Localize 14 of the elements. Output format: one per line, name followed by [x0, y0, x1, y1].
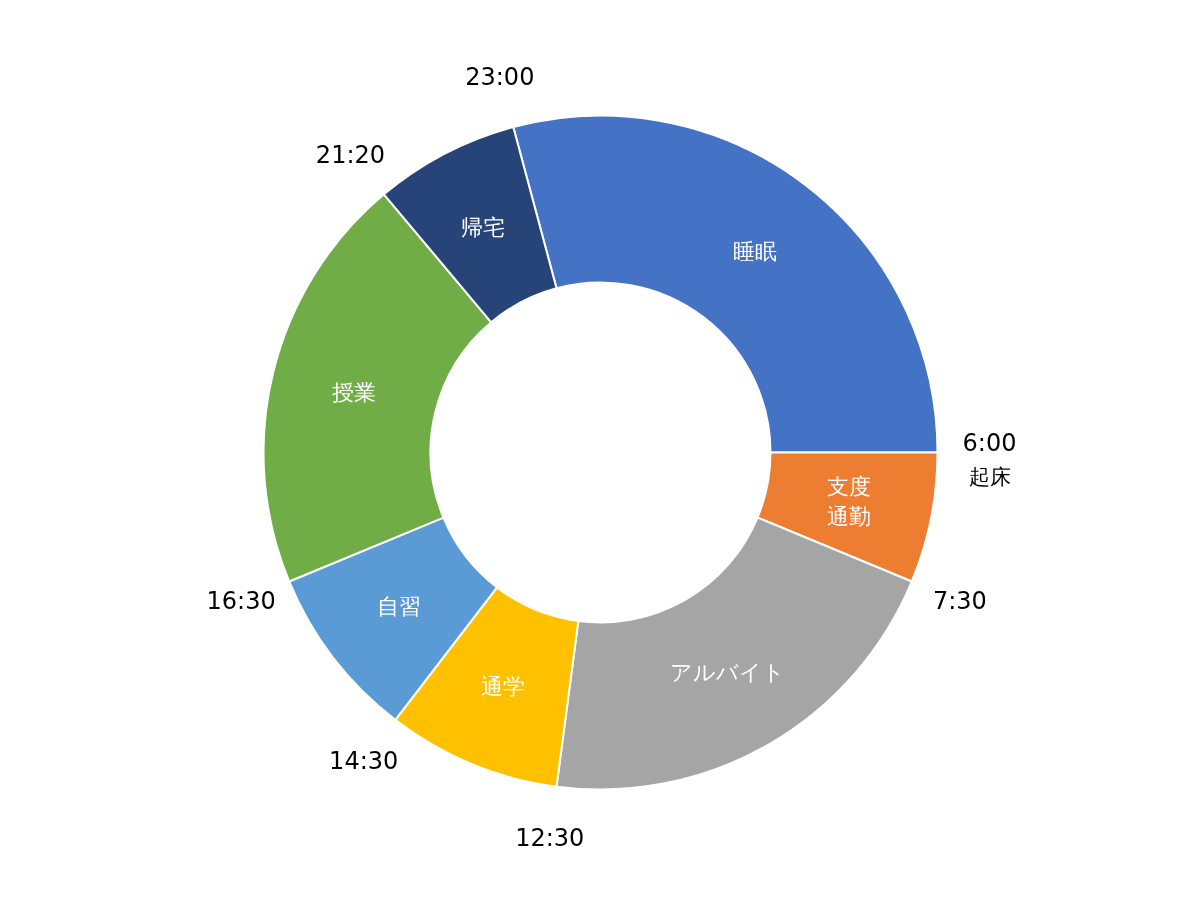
slice-label: 自習 [377, 594, 422, 620]
text: 14:30 [329, 747, 399, 776]
slice-label: 帰宅 [461, 215, 506, 241]
slice-label: 支度通勤 [827, 474, 872, 530]
slice-label: 通学 [481, 674, 526, 700]
text: 23:00 [465, 62, 535, 91]
text: 7:30 [932, 587, 987, 616]
slice-label: アルバイト [669, 659, 785, 685]
text: 21:20 [315, 140, 386, 169]
slice-label: 授業 [332, 379, 377, 405]
text: 12:30 [515, 824, 585, 853]
text: 16:30 [206, 587, 276, 616]
text: 6:00 起床 [962, 428, 1017, 489]
slice-label: 睡眠 [732, 238, 777, 264]
